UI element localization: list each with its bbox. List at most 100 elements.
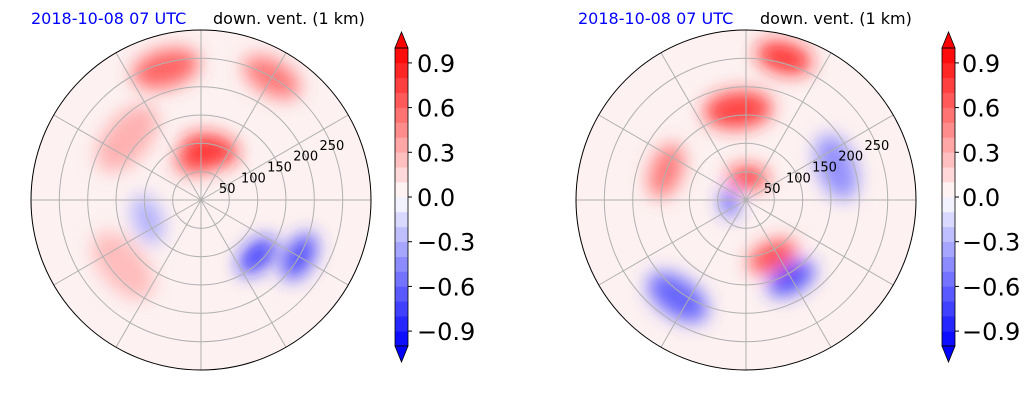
colorbar-band-5 xyxy=(942,271,955,287)
colorbar-tick-label: 0.6 xyxy=(417,95,455,123)
theta-gridline-330 xyxy=(200,199,349,286)
colorbar-tick-label: 0.0 xyxy=(417,184,455,212)
colorbar-tick-label: −0.3 xyxy=(417,229,475,257)
radial-tick-label-250: 250 xyxy=(319,139,344,154)
colorbar-band-16 xyxy=(395,107,408,123)
colorbar-band-10 xyxy=(395,197,408,213)
colorbar-band-11 xyxy=(395,182,408,198)
radial-tick-label-250: 250 xyxy=(864,139,889,154)
colorbar-band-14 xyxy=(395,137,408,153)
colorbar-band-3 xyxy=(395,301,408,317)
colorbar: −0.9 −0.6 −0.3 0.0 0.3 0.6 0.9 xyxy=(941,30,1020,364)
theta-gridline-60 xyxy=(745,52,832,201)
colorbar-band-13 xyxy=(395,152,408,168)
colorbar-tick-label: 0.6 xyxy=(962,95,1000,123)
colorbar-band-2 xyxy=(942,316,955,332)
theta-gridline-120 xyxy=(660,52,747,201)
colorbar-band-3 xyxy=(942,301,955,317)
radial-tick-label-100: 100 xyxy=(786,171,811,186)
radial-tick-label-200: 200 xyxy=(838,150,863,165)
colorbar-band-17 xyxy=(395,92,408,108)
colorbar-extend-min xyxy=(394,345,409,364)
radial-tick-label-150: 150 xyxy=(267,161,292,176)
theta-gridline-150 xyxy=(598,114,747,201)
colorbar-band-19 xyxy=(395,62,408,79)
colorbar-band-20 xyxy=(942,48,955,64)
colorbar-band-18 xyxy=(395,77,408,93)
radial-tick-label-50: 50 xyxy=(764,182,781,197)
colorbar-band-15 xyxy=(395,122,408,138)
colorbar-tick-label: −0.3 xyxy=(962,229,1020,257)
colorbar-band-4 xyxy=(395,286,408,302)
colorbar-tick-label: 0.3 xyxy=(417,139,455,167)
colorbar-extend-max xyxy=(941,30,956,49)
colorbar-tick-label: −0.6 xyxy=(417,273,475,301)
colorbar-band-8 xyxy=(942,226,955,242)
colorbar-band-11 xyxy=(942,182,955,198)
field-feature-7 xyxy=(647,272,708,323)
colorbar-band-12 xyxy=(942,167,955,183)
title-variable: down. vent. (1 km) xyxy=(213,9,365,28)
radial-tick-label-150: 150 xyxy=(812,161,837,176)
theta-gridline-210 xyxy=(598,199,747,286)
colorbar-extend-min xyxy=(941,345,956,364)
theta-gridline-150 xyxy=(53,114,202,201)
colorbar-band-4 xyxy=(942,286,955,302)
colorbar-band-7 xyxy=(942,241,955,257)
field-feature-4 xyxy=(748,239,797,274)
colorbar-band-1 xyxy=(395,331,408,347)
colorbar-band-20 xyxy=(395,48,408,64)
colorbar-band-8 xyxy=(395,226,408,242)
colorbar-tick-label: −0.6 xyxy=(962,273,1020,301)
radial-tick-label-50: 50 xyxy=(219,182,236,197)
polar-border xyxy=(575,29,917,371)
title-date: 2018-10-08 07 UTC xyxy=(578,9,733,28)
colorbar-tick-label: −0.9 xyxy=(417,318,475,346)
colorbar-band-14 xyxy=(942,137,955,153)
radial-tick-label-200: 200 xyxy=(293,150,318,165)
theta-gridline-300 xyxy=(200,199,287,348)
field-feature-5 xyxy=(96,104,158,172)
colorbar-band-12 xyxy=(395,167,408,183)
polar-border xyxy=(30,29,372,371)
colorbar: −0.9 −0.6 −0.3 0.0 0.3 0.6 0.9 xyxy=(394,30,475,364)
field-feature-3 xyxy=(756,40,812,75)
field-layer xyxy=(92,48,317,300)
colorbar-band-15 xyxy=(942,122,955,138)
colorbar-band-9 xyxy=(395,211,408,228)
theta-gridline-210 xyxy=(53,199,202,286)
theta-gridline-240 xyxy=(660,199,747,348)
theta-gridline-30 xyxy=(200,114,349,201)
field-feature-7 xyxy=(238,237,276,275)
colorbar-band-9 xyxy=(942,211,955,228)
colorbar-band-10 xyxy=(942,197,955,213)
theta-gridline-60 xyxy=(200,52,287,201)
field-feature-9 xyxy=(815,134,858,200)
radial-tick-label-100: 100 xyxy=(241,171,266,186)
colorbar-band-5 xyxy=(395,271,408,287)
field-feature-1 xyxy=(728,166,768,189)
field-feature-2 xyxy=(174,147,221,174)
field-feature-3 xyxy=(132,48,199,89)
colorbar-band-17 xyxy=(942,92,955,108)
field-feature-6 xyxy=(92,232,154,300)
colorbar-tick-label: 0.0 xyxy=(962,184,1000,212)
colorbar-band-1 xyxy=(942,331,955,347)
theta-gridline-30 xyxy=(745,114,894,201)
colorbar-band-7 xyxy=(395,241,408,257)
colorbar-band-18 xyxy=(942,77,955,93)
colorbar-tick-label: 0.3 xyxy=(962,139,1000,167)
colorbar-band-6 xyxy=(942,256,955,272)
colorbar-tick-label: 0.9 xyxy=(962,50,1000,78)
title-variable: down. vent. (1 km) xyxy=(760,9,912,28)
theta-gridline-300 xyxy=(745,199,832,348)
colorbar-tick-label: −0.9 xyxy=(962,318,1020,346)
title-date: 2018-10-08 07 UTC xyxy=(31,9,186,28)
colorbar-band-19 xyxy=(942,62,955,79)
colorbar-tick-label: 0.9 xyxy=(417,50,455,78)
colorbar-band-13 xyxy=(942,152,955,168)
theta-gridline-330 xyxy=(745,199,894,286)
